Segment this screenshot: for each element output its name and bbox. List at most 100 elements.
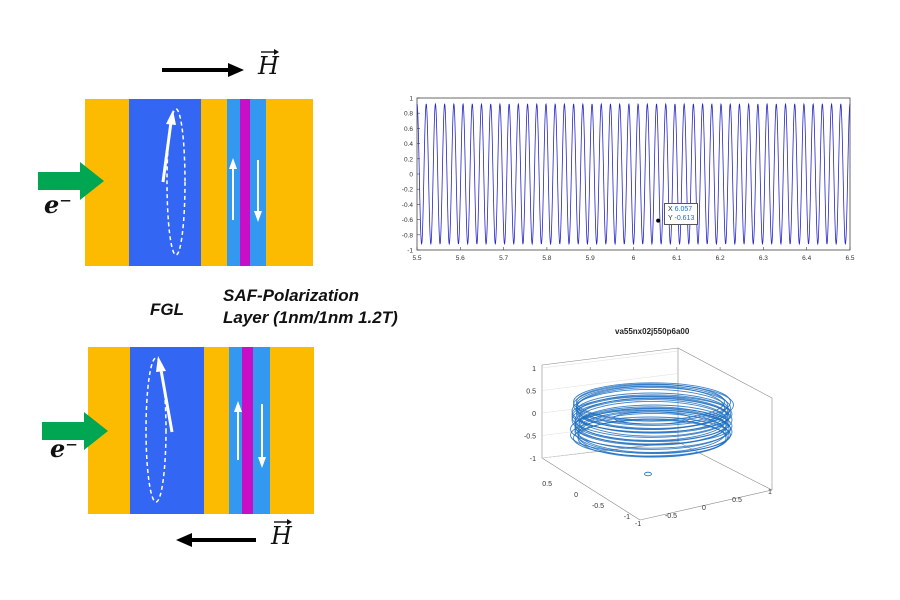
trajectory-loop (574, 399, 727, 441)
fgl-layer (130, 347, 204, 514)
torus-plot-title: va55nx02j550p6a00 (615, 327, 690, 336)
saf-label-line1: SAF-Polarization (223, 286, 360, 305)
y-tick-label: 0.8 (404, 111, 413, 118)
trajectory-loop (571, 396, 730, 438)
trajectory-loop (576, 394, 731, 434)
field-label-top: H (258, 52, 279, 80)
trajectory-loop (571, 397, 733, 443)
data-tip[interactable]: X 6.057 Y -0.613 (664, 203, 699, 225)
y-tick-label: -0.8 (402, 232, 414, 239)
trajectory-loop (574, 406, 727, 446)
trajectory-loop (579, 404, 728, 442)
y-tick-label: -0.2 (402, 187, 414, 194)
datatip-point (656, 218, 661, 223)
trajectory-loop (574, 409, 733, 455)
torus-plot: 1 0.5 0 -0.5 -1 0.5 0 -0.5 -1 1 0.5 0 -0.5 -1 (524, 347, 773, 528)
magnetization-arrow-icon (156, 356, 174, 433)
trajectory-loop (570, 416, 731, 454)
z-tick-label: 0.5 (526, 389, 536, 396)
grid-line (541, 350, 679, 369)
grid-line (677, 347, 773, 399)
h-vector-icon (274, 519, 292, 525)
trajectory-loop (571, 395, 733, 433)
x-tick-label: 5.8 (542, 255, 551, 262)
bottom-stack-diagram (42, 347, 314, 547)
electron-arrow-icon (38, 162, 104, 200)
spacer-layer (242, 347, 253, 514)
x-tick-label: 6.3 (759, 255, 768, 262)
trajectory-loop (576, 385, 725, 431)
trajectory-loop (573, 419, 728, 457)
y-tick-label: 0.5 (732, 497, 742, 504)
up-arrow-icon (234, 401, 242, 460)
x-tick-label: 6.4 (802, 255, 811, 262)
trajectory-loop (577, 418, 727, 458)
y-tick-label: -1 (407, 248, 413, 255)
left-arrow-icon (176, 533, 256, 547)
trajectory-loop (573, 382, 731, 422)
down-arrow-icon (254, 160, 262, 222)
trajectory-loop (573, 384, 734, 426)
x-tick-label: -0.5 (592, 503, 604, 510)
fgl-label: FGL (150, 300, 184, 319)
x-tick-label: -1 (624, 514, 630, 521)
datatip-y-value: -0.613 (674, 215, 695, 222)
electron-label-bottom: e⁻ (50, 434, 78, 463)
x-tick-label: 6.1 (672, 255, 681, 262)
magnetization-arrow-icon (161, 110, 176, 183)
y-tick-label: 0 (702, 505, 706, 512)
z-tick-label: -0.5 (524, 434, 536, 441)
precession-path (145, 357, 167, 503)
grid-line (541, 347, 679, 366)
right-electrode (266, 99, 313, 266)
y-tick-label: 1 (409, 96, 413, 103)
datatip-y-key: Y (668, 215, 673, 222)
saf-layer-a (229, 347, 242, 514)
datatip-x-key: X (668, 206, 673, 213)
z-tick-label: -1 (530, 456, 536, 463)
trajectory-start (644, 471, 652, 477)
top-stack-diagram (38, 49, 313, 266)
trajectory-loop (579, 397, 728, 437)
y-tick-label: 0.4 (404, 141, 413, 148)
field-label-bottom: H (271, 522, 292, 550)
datatip-x-value: 6.057 (674, 206, 693, 213)
trajectory-inner (613, 411, 691, 425)
trajectory-loop (571, 388, 730, 434)
spacer-layer (240, 99, 250, 266)
middle-electrode (204, 347, 229, 514)
grid-line (541, 373, 679, 391)
precession-path (166, 108, 186, 256)
z-tick-label: 1 (532, 366, 536, 373)
y-tick-label: -0.4 (402, 202, 414, 209)
saf-label-line2: Layer (1nm/1nm 1.2T) (223, 308, 398, 327)
x-axis (541, 457, 641, 521)
y-tick-label: -0.5 (665, 513, 677, 520)
waveform-plot: 1 0.8 0.6 0.4 0.2 0 -0.2 -0.4 -0.6 -0.8 -15.5 5.6 5.… (402, 96, 855, 263)
y-tick-label: -0.6 (402, 217, 414, 224)
z-tick-label: 0 (532, 411, 536, 418)
x-tick-label: 5.7 (499, 255, 508, 262)
x-tick-label: 0 (574, 492, 578, 499)
series-line (416, 102, 851, 246)
middle-electrode (201, 99, 227, 266)
y-axis (639, 489, 773, 521)
y-tick-label: 0.6 (404, 126, 413, 133)
x-tick-label: 5.6 (456, 255, 465, 262)
down-arrow-icon (258, 404, 266, 468)
x-tick-label: 6.5 (845, 255, 854, 262)
x-tick-label: 6.2 (716, 255, 725, 262)
electron-arrow-icon (42, 412, 108, 450)
trajectory-loop (570, 409, 731, 449)
x-tick-label: 5.9 (586, 255, 595, 262)
x-tick-label: 0.5 (542, 481, 552, 488)
right-arrow-icon (162, 63, 244, 77)
electron-label-top: e⁻ (44, 190, 72, 219)
fgl-layer (129, 99, 201, 266)
up-arrow-icon (229, 158, 237, 220)
h-vector-icon (261, 49, 279, 55)
plot-area (416, 97, 851, 251)
trajectory-loop (576, 392, 728, 430)
right-electrode (270, 347, 314, 514)
y-tick-label: 0.2 (404, 156, 413, 163)
